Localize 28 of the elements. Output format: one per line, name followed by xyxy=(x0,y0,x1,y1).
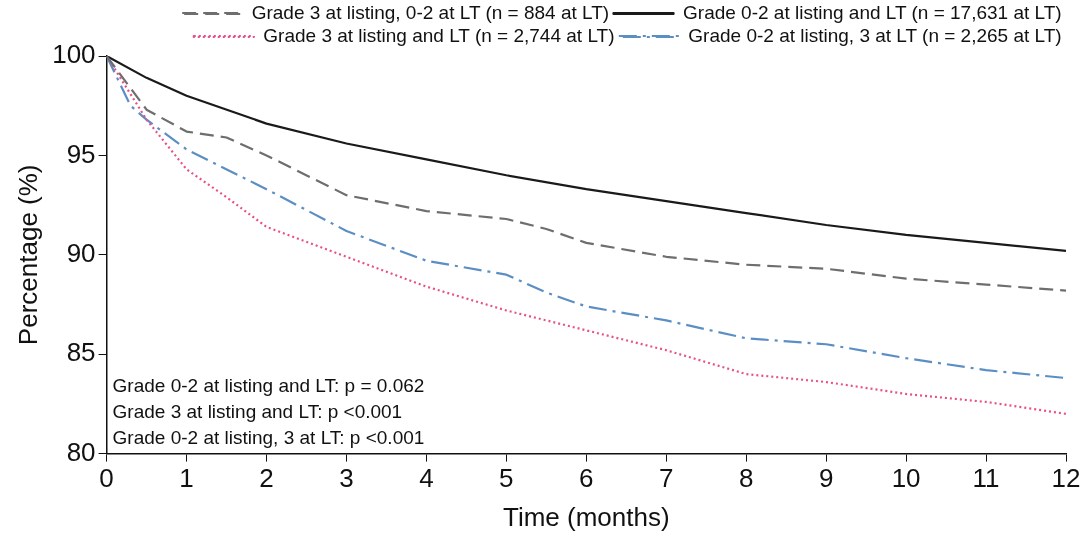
y-tick-label: 80 xyxy=(66,436,96,467)
x-tick-label: 9 xyxy=(818,463,834,494)
x-tick-label: 12 xyxy=(1051,463,1081,494)
x-tick-label: 5 xyxy=(499,463,514,494)
x-tick-label: 10 xyxy=(891,463,921,494)
x-tick-label: 6 xyxy=(579,463,594,494)
legend-label: Grade 0-2 at listing, 3 at LT (n = 2,265 at LT) xyxy=(688,24,1062,46)
annotation: Grade 0-2 at listing and LT: p = 0.062 xyxy=(112,374,425,396)
x-tick-label: 4 xyxy=(419,463,434,494)
line-series xyxy=(106,56,1066,292)
legend-label: Grade 0-2 at listing and LT (n = 17,631 at LT) xyxy=(683,1,1062,23)
x-axis-title: Time (months) xyxy=(502,501,670,532)
x-tick-label: 11 xyxy=(972,463,1000,494)
y-tick-label: 85 xyxy=(66,337,96,368)
annotation: Grade 3 at listing and LT: p <0.001 xyxy=(112,400,403,422)
legend-label: Grade 3 at listing, 0-2 at LT (n = 884 at LT) xyxy=(251,1,610,23)
y-axis-title: Percentage (%) xyxy=(12,164,43,346)
y-tick-label: 90 xyxy=(66,237,96,268)
x-tick-label: 8 xyxy=(738,463,754,494)
annotation: Grade 0-2 at listing, 3 at LT: p <0.001 xyxy=(112,426,425,448)
x-tick-label: 0 xyxy=(99,463,114,494)
x-tick-label: 1 xyxy=(179,463,194,494)
x-tick-label: 3 xyxy=(339,463,354,494)
legend-label: Grade 3 at listing and LT (n = 2,744 at LT) xyxy=(263,24,615,46)
y-tick-label: 95 xyxy=(66,138,96,169)
x-tick-label: 7 xyxy=(659,463,674,494)
x-tick-label: 2 xyxy=(259,463,274,494)
y-tick-label: 100 xyxy=(52,39,96,70)
